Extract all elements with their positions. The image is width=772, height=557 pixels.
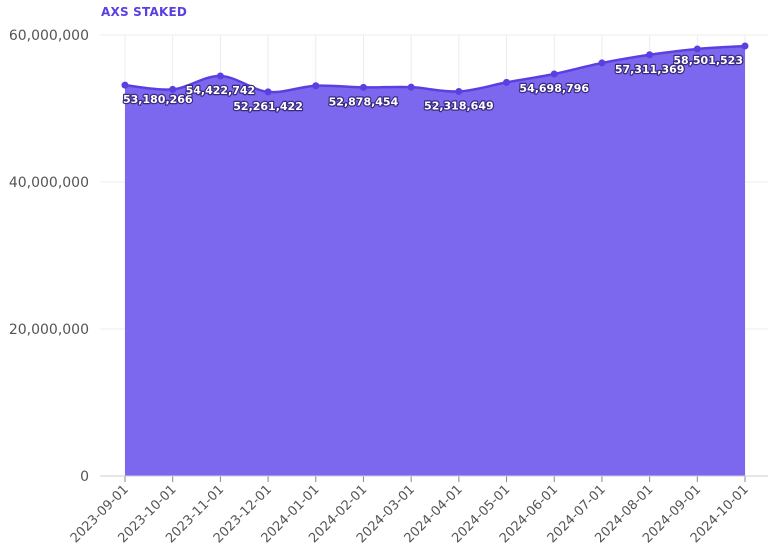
data-point[interactable] — [598, 59, 606, 67]
data-label: 52,318,649 — [424, 99, 494, 112]
y-tick-label: 20,000,000 — [9, 322, 89, 338]
data-point[interactable] — [312, 82, 320, 90]
y-tick-label: 40,000,000 — [9, 175, 89, 191]
data-point[interactable] — [693, 45, 701, 53]
data-label: 53,180,266 — [123, 93, 193, 106]
data-point[interactable] — [455, 87, 463, 95]
data-label: 52,878,454 — [329, 95, 399, 108]
data-label: 54,698,796 — [519, 82, 589, 95]
data-points — [121, 42, 749, 96]
series-line — [124, 44, 746, 94]
data-label: 52,261,422 — [233, 100, 303, 113]
area-series — [124, 44, 746, 477]
data-label: 58,501,523 — [673, 54, 743, 67]
data-label: 57,311,369 — [615, 63, 685, 76]
data-label: 54,422,742 — [186, 84, 256, 97]
data-point[interactable] — [503, 78, 511, 86]
data-point[interactable] — [741, 42, 749, 50]
y-tick-label: 0 — [80, 469, 89, 485]
data-point[interactable] — [646, 51, 654, 59]
y-tick-label: 60,000,000 — [9, 28, 89, 44]
data-point[interactable] — [407, 83, 415, 91]
data-point[interactable] — [264, 88, 272, 96]
data-point[interactable] — [359, 83, 367, 91]
area-fill — [125, 46, 745, 477]
data-point[interactable] — [550, 70, 558, 78]
data-point[interactable] — [121, 81, 129, 89]
series-title: AXS STAKED — [101, 5, 187, 19]
data-point[interactable] — [216, 72, 224, 80]
data-point[interactable] — [169, 85, 177, 93]
